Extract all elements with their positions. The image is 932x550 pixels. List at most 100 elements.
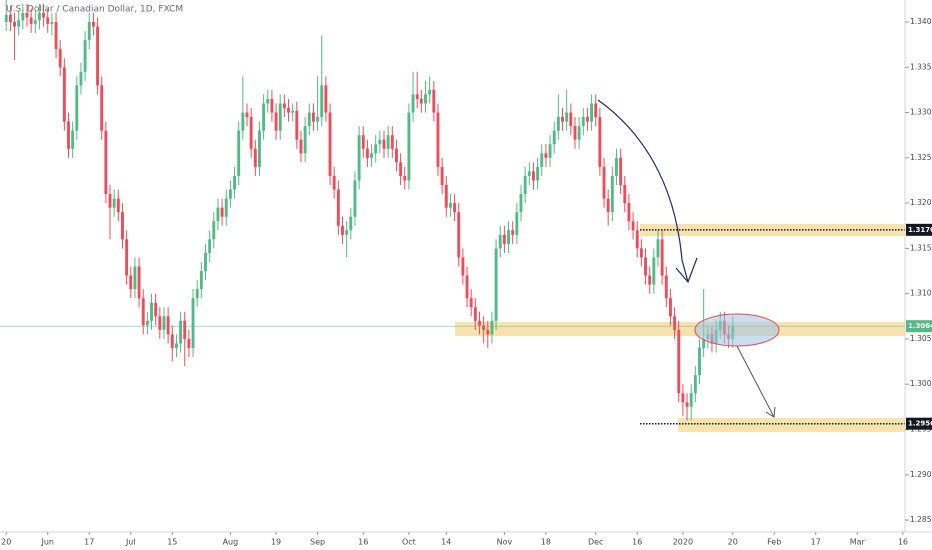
candle-body [531, 171, 535, 181]
candle-body [174, 343, 178, 348]
candle-body [619, 157, 623, 186]
candle-body [473, 307, 477, 321]
candle-body [552, 130, 556, 145]
price-label-box [906, 320, 932, 333]
candle-body [370, 153, 374, 158]
candle-body [183, 320, 187, 339]
candle-body [652, 257, 656, 285]
candle-body [258, 130, 261, 167]
x-tick-label: 20 [728, 538, 738, 547]
candle-body [245, 112, 249, 118]
candle-body [58, 49, 62, 68]
candle-body [556, 117, 560, 131]
candle-body [79, 71, 83, 86]
candle-body [21, 12, 25, 21]
candle-body [249, 117, 253, 149]
drawings [597, 99, 780, 418]
arrow-head [675, 257, 698, 284]
candle-body [166, 316, 170, 335]
y-tick-label: 1.31000 [910, 289, 932, 298]
candle-body [594, 103, 598, 118]
candle-body [150, 302, 153, 321]
candle-body [453, 203, 457, 213]
candle-body [29, 17, 33, 24]
candle-body [482, 325, 486, 330]
candle-body [478, 320, 481, 326]
candle-body [71, 130, 75, 149]
x-tick-label: 2020 [673, 538, 693, 547]
candle-body [307, 112, 311, 127]
x-tick-label: Jun [40, 538, 54, 547]
candle-body [615, 157, 618, 176]
candle-body [656, 239, 660, 258]
candle-body [50, 22, 54, 24]
candle-body [212, 221, 216, 240]
arrow-head [765, 406, 776, 418]
candle-body [162, 316, 166, 330]
candle-body [540, 153, 544, 167]
candle-body [295, 110, 299, 140]
candle-body [415, 94, 419, 99]
candle-body [519, 194, 523, 213]
candle-body [141, 298, 145, 326]
candle-body [137, 266, 141, 299]
candle-body [25, 12, 29, 18]
x-tick-label: Oct [402, 538, 416, 547]
candle-body [507, 230, 510, 244]
candle-body [515, 212, 519, 235]
candle-body [4, 14, 8, 23]
candle-body [428, 89, 432, 95]
candle-body [644, 257, 647, 276]
candle-body [457, 212, 461, 258]
y-tick-label: 1.28500 [910, 515, 932, 524]
candle-body [357, 135, 361, 181]
price-label-box [906, 223, 932, 236]
candle-body [62, 67, 66, 122]
candle-body [498, 234, 502, 249]
candle-body [145, 320, 149, 326]
candle-body [544, 153, 548, 158]
x-tick-label: 17 [811, 538, 821, 547]
candle-body [274, 112, 278, 131]
y-tick-label: 1.34000 [910, 17, 932, 26]
trend-arrow [597, 99, 689, 283]
x-tick-label: 14 [441, 538, 451, 547]
support-zone [455, 322, 905, 336]
candle-body [382, 139, 386, 149]
candle-body [87, 22, 91, 41]
y-tick-label: 1.32500 [910, 153, 932, 162]
candle-body [681, 393, 685, 403]
x-tick-label: Aug [223, 538, 239, 547]
candle-body [328, 112, 332, 176]
y-tick-label: 1.32000 [910, 198, 932, 207]
x-tick-label: 16 [898, 538, 908, 547]
candle-body [436, 112, 440, 167]
x-tick-label: Dec [588, 538, 603, 547]
y-tick-label: 1.29000 [910, 470, 932, 479]
candle-body [303, 126, 307, 154]
candle-body [13, 22, 16, 27]
candle-body [465, 275, 469, 299]
candle-body [208, 239, 212, 253]
candle-body [116, 198, 120, 213]
candle-body [689, 393, 693, 407]
candle-body [490, 320, 494, 335]
candle-body [565, 112, 569, 122]
candle-body [270, 98, 274, 113]
candle-body [648, 275, 652, 285]
candle-body [191, 298, 195, 348]
candle-body [104, 130, 108, 195]
target-zone [678, 418, 905, 432]
candle-body [635, 230, 639, 249]
candle-body [91, 22, 95, 27]
candle-body [291, 110, 295, 113]
candle-body [602, 166, 606, 199]
candle-body [266, 98, 270, 104]
candle-body [320, 85, 324, 118]
candle-body [233, 175, 237, 190]
candle-body [511, 230, 515, 235]
candle-body [353, 180, 357, 217]
price-label: 1.30641 [908, 322, 932, 330]
candle-body [125, 239, 129, 276]
